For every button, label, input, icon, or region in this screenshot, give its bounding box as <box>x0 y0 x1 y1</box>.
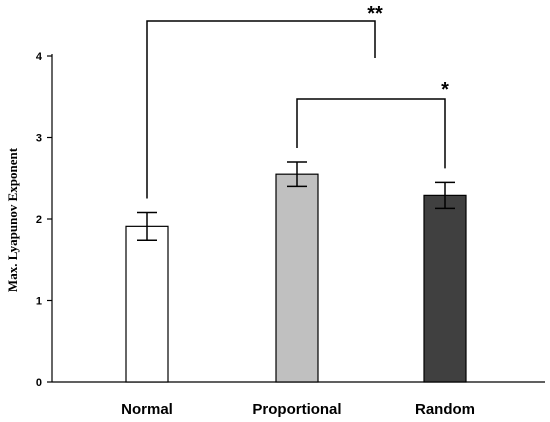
x-tick-label: Random <box>415 401 475 418</box>
bar-proportional <box>275 173 319 383</box>
x-tick-labels: Normal Proportional Random <box>121 401 475 418</box>
x-tick-label: Proportional <box>252 401 341 418</box>
bar-random <box>423 194 467 383</box>
y-axis-label: Max. Lyapunov Exponent <box>5 147 20 292</box>
error-bars <box>137 161 455 241</box>
significance-bracket <box>296 98 446 169</box>
x-tick-label: Normal <box>121 401 173 418</box>
y-tick-label: 4 <box>36 51 43 63</box>
bar-normal <box>125 225 169 383</box>
y-tick-label: 2 <box>36 214 42 226</box>
significance-brackets: *** <box>146 3 449 199</box>
significance-bracket <box>146 20 376 199</box>
y-tick-label: 3 <box>36 133 42 145</box>
significance-label: ** <box>367 3 383 25</box>
y-tick-label: 0 <box>36 377 42 389</box>
significance-label: * <box>441 79 449 101</box>
bars <box>125 173 467 383</box>
y-tick-label: 1 <box>36 296 42 308</box>
